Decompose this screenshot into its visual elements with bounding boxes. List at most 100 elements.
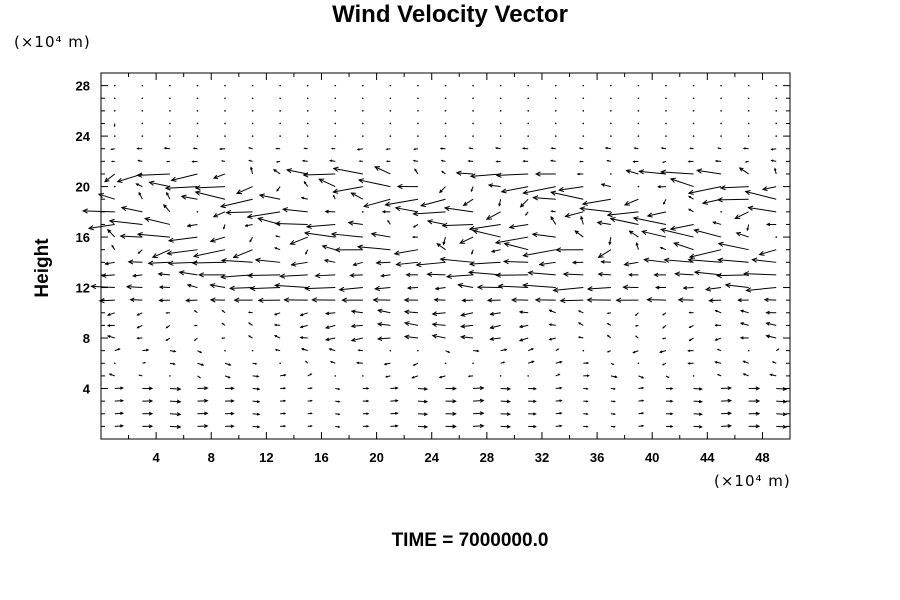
wind-vector [445, 411, 457, 416]
wind-vector [555, 386, 563, 390]
wind-vector [194, 190, 226, 200]
wind-vector [412, 159, 419, 162]
wind-vector [113, 135, 116, 137]
wind-vector [120, 205, 143, 213]
wind-vector [395, 261, 418, 267]
wind-vector [508, 223, 529, 230]
wind-vector [610, 413, 616, 416]
wind-vector [169, 386, 182, 391]
wind-vector [489, 324, 501, 330]
wind-vector [635, 242, 639, 250]
wind-vector [185, 298, 198, 303]
wind-vector [197, 362, 205, 366]
wind-vector [688, 195, 694, 200]
wind-vector [499, 97, 502, 100]
wind-vector [606, 323, 612, 326]
wind-vector [716, 197, 749, 203]
wind-vector [445, 386, 457, 391]
wind-vector [141, 122, 144, 125]
wind-vector [325, 337, 336, 342]
wind-vector [372, 297, 391, 303]
wind-vector [445, 273, 474, 279]
wind-vector [125, 284, 143, 290]
wind-vector [244, 223, 253, 228]
wind-vector [212, 211, 226, 218]
wind-vector [186, 223, 198, 228]
wind-vector [692, 375, 695, 377]
wind-vector [500, 361, 506, 364]
wind-vector [279, 97, 281, 100]
wind-vector [141, 110, 144, 112]
wind-vector [628, 230, 639, 238]
wind-vector [519, 198, 529, 208]
wind-vector [527, 375, 529, 377]
wind-vector [299, 312, 308, 317]
wind-vector [303, 147, 308, 150]
wind-vector [555, 360, 563, 364]
wind-vector [758, 249, 777, 256]
wind-vector [548, 323, 556, 327]
wind-vector [411, 375, 419, 379]
wind-vector [444, 84, 447, 87]
wind-vector [500, 186, 529, 194]
wind-vector [720, 84, 722, 87]
wind-vector [582, 135, 585, 137]
wind-vector [527, 97, 529, 100]
wind-vector [747, 97, 750, 100]
wind-vector [500, 399, 512, 404]
wind-vector [610, 387, 616, 390]
wind-vector [362, 387, 370, 390]
time-label: TIME = 7000000.0 [391, 530, 549, 551]
wind-vector [383, 362, 391, 366]
x-tick-label: 32 [535, 450, 549, 465]
wind-vector [129, 297, 143, 303]
wind-vector [579, 160, 584, 163]
wind-vector [254, 257, 281, 263]
wind-vector [417, 97, 419, 100]
wind-vector [499, 135, 502, 137]
wind-vector [717, 241, 749, 251]
wind-vector [329, 360, 336, 364]
wind-vector [665, 135, 667, 137]
wind-vector [633, 147, 639, 150]
wind-vector [209, 236, 226, 243]
wind-vector [127, 259, 143, 265]
wind-vector [499, 375, 502, 377]
wind-vector [662, 325, 667, 329]
wind-vector [221, 322, 226, 326]
wind-vector [279, 122, 281, 125]
wind-vector [225, 209, 253, 216]
wind-vector [646, 211, 667, 218]
wind-vector [439, 147, 446, 150]
wind-vector [362, 375, 364, 377]
wind-vector [693, 399, 703, 404]
wind-vector [289, 236, 308, 245]
wind-vector [334, 84, 337, 87]
wind-vector [169, 135, 171, 137]
wind-vector [302, 172, 336, 178]
wind-vector [532, 195, 556, 201]
wind-vector [412, 362, 419, 366]
wind-vector [279, 362, 281, 365]
wind-vector [751, 257, 777, 263]
wind-vector [659, 350, 667, 354]
wind-vector [111, 244, 116, 250]
wind-vector [108, 373, 115, 377]
wind-vector [637, 185, 640, 188]
wind-vector [101, 273, 115, 278]
wind-vector [258, 193, 281, 200]
wind-vector [374, 285, 391, 292]
wind-vector [170, 173, 198, 182]
wind-vector [280, 373, 287, 377]
wind-vector [610, 375, 618, 379]
wind-vector [224, 110, 226, 112]
wind-vector [487, 183, 501, 188]
wind-vector [486, 297, 501, 303]
wind-vector [274, 221, 308, 227]
wind-vector [765, 222, 777, 227]
wind-vector [661, 362, 667, 366]
wind-vector [350, 323, 363, 329]
wind-vector [693, 228, 722, 238]
wind-vector [739, 309, 749, 314]
